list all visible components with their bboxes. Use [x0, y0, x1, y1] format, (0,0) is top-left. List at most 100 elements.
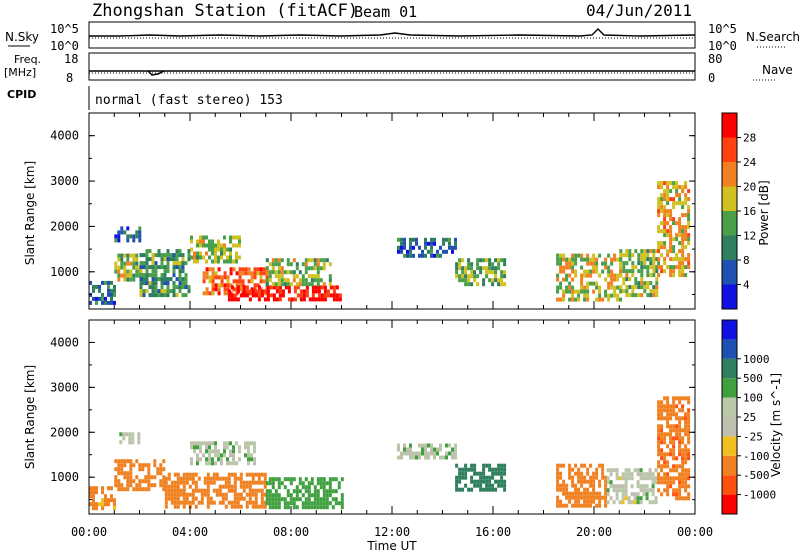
date-label: 04/Jun/2011	[586, 1, 692, 20]
nsky-series	[89, 28, 696, 37]
freq-dip	[147, 70, 165, 76]
vel-colorbar-tick: -25	[743, 430, 763, 443]
vel-y-tick: 2000	[50, 425, 79, 439]
power-cells	[89, 181, 691, 305]
x-tick-label: 16:00	[475, 525, 511, 539]
vel-colorbar-swatch	[722, 358, 737, 379]
vel-region	[119, 432, 141, 445]
nave-label: Nave	[762, 63, 793, 77]
vel-colorbar-swatch	[722, 339, 737, 359]
power-colorbar-tick: 8	[743, 254, 750, 267]
vel-y-tick: 4000	[50, 335, 79, 349]
nsearch-tick-bottom: 10^0	[708, 39, 737, 53]
x-tick-label: 12:00	[374, 525, 410, 539]
station-title: Zhongshan Station (fitACF)	[92, 1, 358, 21]
power-colorbar-tick: 12	[743, 230, 756, 243]
power-region	[227, 285, 342, 302]
vel-y-tick: 1000	[50, 470, 79, 484]
power-colorbar-tick: 16	[743, 205, 756, 218]
velocity-panel: 4000 3000 2000 1000 Slant Range [km] 1000 50…	[23, 319, 783, 515]
vel-colorbar-tick: 25	[743, 411, 756, 424]
freq-label: Freq.	[14, 53, 41, 66]
power-colorbar-swatch	[722, 260, 737, 285]
power-y-tick: 1000	[50, 265, 79, 279]
nsky-tick-top: 10^5	[50, 22, 79, 36]
vel-colorbar-tick: 100	[743, 392, 763, 405]
power-y-tick: 3000	[50, 174, 79, 188]
x-tick-label: 00:00	[677, 525, 713, 539]
power-colorbar-swatch	[722, 235, 737, 260]
power-region	[455, 258, 507, 287]
freq-unit: [MHz]	[4, 66, 36, 79]
x-tick-label: 00:00	[71, 525, 107, 539]
freq-tick-bottom: 8	[66, 71, 73, 85]
vel-region	[556, 463, 608, 508]
velocity-colorbar: 1000 500 100 25 -25 -100 -500 -1000	[721, 319, 776, 515]
vel-colorbar-tick: -100	[743, 450, 770, 463]
power-colorbar-swatch	[722, 284, 737, 309]
velocity-y-ticks: 4000 3000 2000 1000	[50, 319, 695, 501]
power-colorbar-tick: 4	[743, 279, 750, 292]
vel-colorbar-swatch	[722, 494, 737, 514]
vel-y-tick: 3000	[50, 380, 79, 394]
power-colorbar-label: Power [dB]	[757, 180, 771, 245]
freq-tick-top: 18	[64, 52, 78, 66]
vel-region	[114, 459, 166, 492]
vel-region	[606, 468, 658, 505]
power-y-tick: 4000	[50, 129, 79, 143]
vel-colorbar-tick: -500	[743, 469, 770, 482]
vel-colorbar-tick: 1000	[743, 353, 770, 366]
power-colorbar-swatch	[722, 113, 737, 138]
velocity-x-ticks	[88, 320, 696, 514]
vel-colorbar-swatch	[722, 475, 737, 495]
power-colorbar: 28 24 20 16 12 8 4	[721, 112, 757, 310]
power-panel: 4000 3000 2000 1000 Slant Range [km] 28 24 20…	[23, 112, 771, 310]
power-y-ticks: 4000 3000 2000 1000	[50, 112, 695, 295]
vel-colorbar-swatch	[722, 436, 737, 456]
velocity-cells	[89, 396, 691, 511]
power-y-tick: 2000	[50, 219, 79, 233]
power-region	[89, 280, 116, 305]
power-region	[397, 237, 457, 258]
vel-colorbar-tick: -1000	[743, 489, 776, 502]
power-colorbar-tick: 28	[743, 132, 756, 145]
power-x-ticks	[88, 113, 696, 309]
vel-region	[164, 472, 267, 509]
x-tick-label: 08:00	[273, 525, 309, 539]
nsky-tick-bottom: 10^0	[50, 39, 79, 53]
vel-colorbar-tick: 500	[743, 372, 763, 385]
vel-region	[455, 463, 507, 492]
power-colorbar-swatch	[722, 137, 737, 162]
power-colorbar-tick: 20	[743, 181, 756, 194]
vel-colorbar-swatch	[722, 455, 737, 476]
power-colorbar-swatch	[722, 162, 737, 187]
power-y-axis-label: Slant Range [km]	[23, 161, 37, 265]
cpid-strip: CPID normal (fast stereo) 153	[7, 86, 283, 110]
x-tick-label: 20:00	[576, 525, 612, 539]
power-region	[114, 253, 142, 282]
power-colorbar-swatch	[722, 211, 737, 236]
vel-colorbar-swatch	[722, 397, 737, 417]
nsearch-label: N.Search	[746, 30, 800, 44]
vel-region	[265, 477, 344, 510]
cpid-label: CPID	[7, 88, 36, 101]
cpid-text: normal (fast stereo) 153	[95, 93, 283, 108]
nsearch-tick-top: 10^5	[708, 22, 737, 36]
vel-region	[190, 441, 256, 466]
x-tick-label: 04:00	[172, 525, 208, 539]
power-region	[139, 249, 191, 298]
vel-colorbar-swatch	[722, 417, 737, 437]
vel-colorbar-swatch	[722, 378, 737, 398]
nsky-strip: N.Sky 10^5 10^0 10^5 10^0 N.Search	[5, 21, 800, 53]
power-region	[114, 226, 142, 243]
beam-label: Beam 01	[354, 3, 417, 21]
vel-region	[89, 486, 116, 511]
freq-strip: Freq. [MHz] 18 8 80 0 Nave	[4, 52, 793, 85]
power-region	[619, 249, 659, 298]
vel-region	[657, 396, 691, 501]
x-tick-labels: 00:00 04:00 08:00 12:00 16:00 20:00 00:00	[71, 525, 713, 539]
velocity-y-axis-label: Slant Range [km]	[23, 365, 37, 469]
power-region	[556, 253, 623, 302]
velocity-colorbar-label: Velocity [m s^-1]	[769, 373, 783, 477]
